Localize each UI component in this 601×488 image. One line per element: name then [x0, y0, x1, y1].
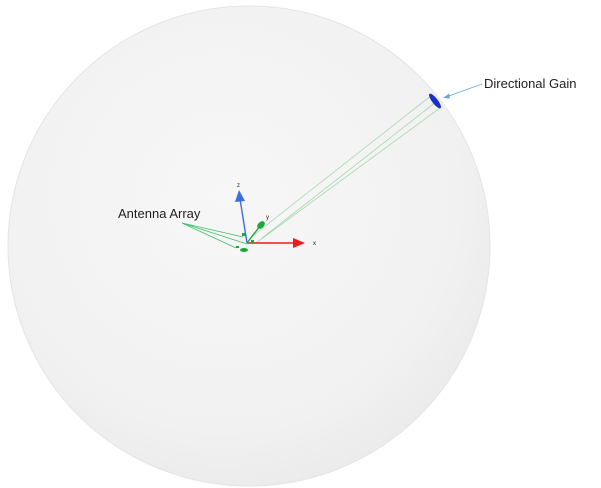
directional-gain-label: Directional Gain — [484, 76, 577, 91]
radiation-sphere — [7, 5, 491, 487]
array-element — [236, 246, 239, 248]
beam-lines — [249, 94, 441, 244]
y-axis-line — [246, 225, 261, 244]
x-axis-label: x — [313, 241, 316, 247]
x-axis-arrowhead — [293, 238, 305, 248]
antenna-array-leader — [181, 222, 248, 249]
z-axis-label: z — [237, 183, 240, 189]
antenna-array-label: Antenna Array — [118, 206, 201, 221]
z-axis-arrowhead — [235, 190, 245, 202]
array-element — [242, 233, 246, 236]
y-axis-label: y — [266, 215, 269, 221]
array-element — [251, 240, 254, 243]
directional-gain-lobe — [429, 93, 441, 109]
directional-gain-leader — [443, 83, 483, 99]
axis-triad: z y x — [235, 183, 316, 252]
array-element — [240, 248, 248, 252]
y-axis-arrowhead — [257, 221, 265, 229]
